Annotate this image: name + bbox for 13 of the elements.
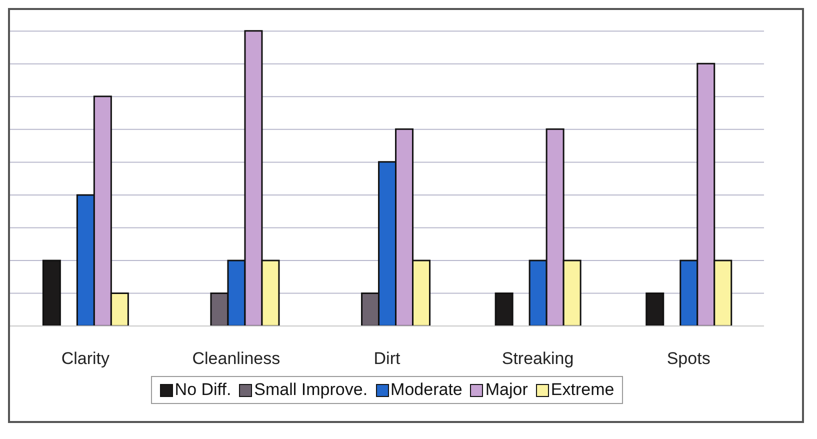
legend-label: Extreme [550, 380, 614, 400]
x-tick-label: Cleanliness [192, 349, 280, 368]
bar [42, 260, 61, 326]
legend-label: Small Improve. [254, 380, 368, 400]
x-tick-label: Spots [666, 349, 710, 368]
x-tick-label: Dirt [374, 349, 400, 368]
bar [494, 292, 514, 326]
bar [646, 292, 664, 326]
legend-label: Moderate [390, 380, 462, 400]
x-tick-label: Streaking [502, 349, 574, 368]
x-tick-label: Clarity [61, 349, 110, 368]
legend-label: Major [485, 380, 528, 400]
legend-label: No Diff. [174, 380, 232, 400]
